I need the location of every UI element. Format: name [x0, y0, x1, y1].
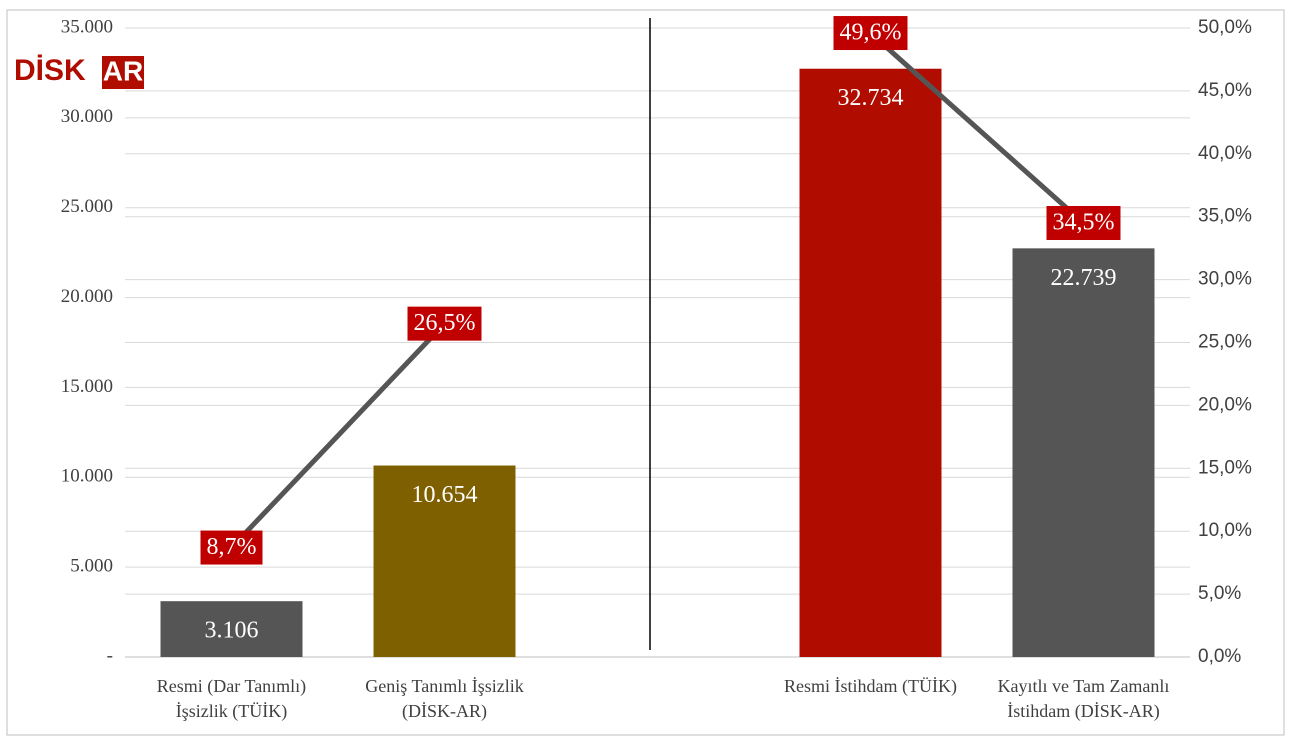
y-tick-label: 35.000	[61, 16, 113, 37]
y2-tick-label: 40,0%	[1198, 143, 1252, 164]
x-tick-label: Resmi (Dar Tanımlı) İşsizlik (TÜİK)	[157, 676, 306, 722]
y-tick-label: 10.000	[61, 466, 113, 487]
line-value-label: 34,5%	[1053, 209, 1115, 235]
bar	[1012, 248, 1155, 657]
y-tick-label: 25.000	[61, 196, 113, 217]
bar-value-label: 32.734	[838, 85, 904, 111]
y2-tick-label: 5,0%	[1198, 583, 1241, 604]
y-tick-label: 5.000	[70, 556, 113, 577]
line-value-label-group: 34,5%	[1046, 205, 1121, 240]
line-value-label-group: 49,6%	[833, 16, 908, 51]
y-tick-label: 15.000	[61, 376, 113, 397]
logo-box	[102, 56, 144, 89]
y-tick-label: 20.000	[61, 286, 113, 307]
y2-tick-label: 10,0%	[1198, 520, 1252, 541]
bar-value-label: 3.106	[205, 618, 259, 644]
line-value-label: 8,7%	[207, 534, 257, 560]
x-tick-label: Geniş Tanımlı İşsizlik (DİSK-AR)	[365, 676, 523, 722]
line-value-label-box	[407, 306, 482, 341]
line-value-label-box	[1046, 205, 1121, 240]
y2-tick-label: 25,0%	[1198, 332, 1252, 353]
y-tick-label: 30.000	[61, 106, 113, 127]
y2-tick-label: 30,0%	[1198, 269, 1252, 290]
logo-right: AR	[103, 55, 143, 86]
y-tick-label: -	[107, 645, 113, 666]
bar	[373, 465, 516, 657]
y2-tick-label: 0,0%	[1198, 646, 1241, 667]
bar	[799, 68, 942, 657]
y2-tick-label: 50,0%	[1198, 17, 1252, 38]
line-value-label-box	[200, 530, 263, 565]
bar-value-label: 10.654	[412, 482, 478, 508]
line-value-label-box	[833, 16, 908, 51]
y2-tick-label: 45,0%	[1198, 80, 1252, 101]
y2-tick-label: 15,0%	[1198, 457, 1252, 478]
logo-left: DİSK	[14, 54, 86, 87]
bar-value-label: 22.739	[1051, 265, 1117, 291]
line-value-label: 26,5%	[414, 310, 476, 336]
line-value-label-group: 26,5%	[407, 306, 482, 341]
y2-tick-label: 20,0%	[1198, 394, 1252, 415]
line-value-label-group: 8,7%	[200, 530, 263, 565]
x-tick-label: Kayıtlı ve Tam Zamanlı İstihdam (DİSK-AR)	[998, 676, 1170, 722]
x-tick-label: Resmi İstihdam (TÜİK)	[784, 676, 957, 697]
bar	[160, 601, 303, 657]
line-value-label: 49,6%	[840, 20, 902, 46]
y2-tick-label: 35,0%	[1198, 206, 1252, 227]
line	[229, 31, 1086, 550]
